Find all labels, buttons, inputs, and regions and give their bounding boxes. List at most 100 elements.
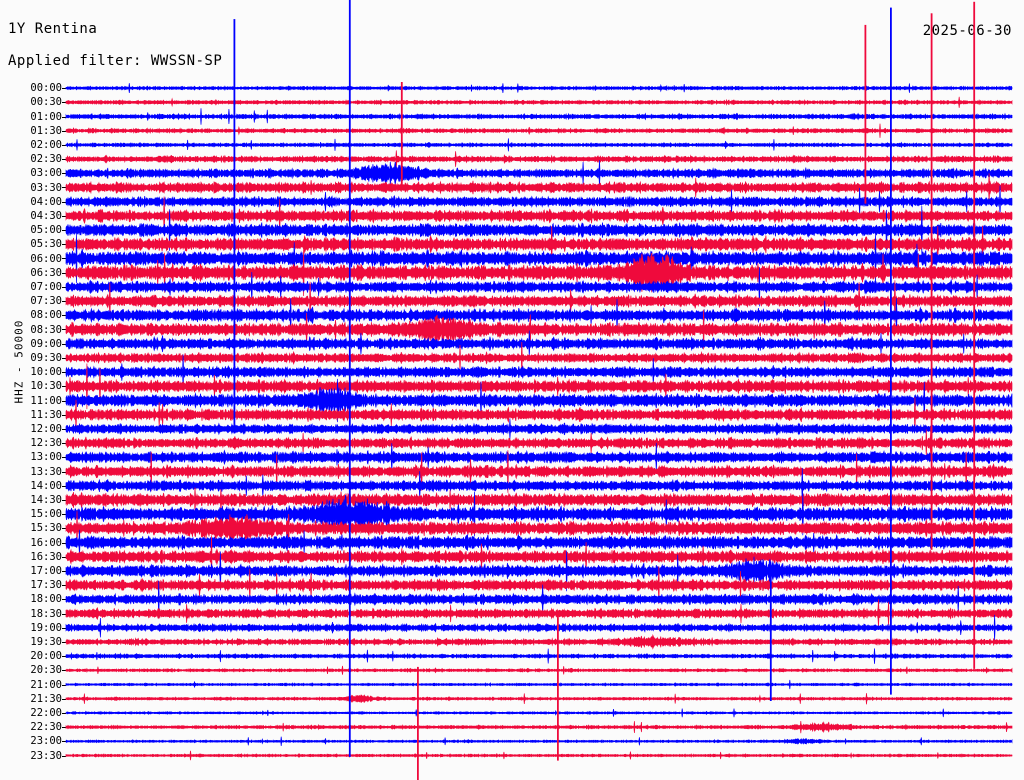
time-label: 14:00 bbox=[30, 479, 62, 492]
time-tick bbox=[62, 429, 66, 430]
trace-row bbox=[65, 529, 1013, 556]
time-label: 14:30 bbox=[30, 493, 62, 506]
trace-row bbox=[65, 363, 1013, 410]
time-tick bbox=[62, 443, 66, 444]
time-tick bbox=[62, 614, 66, 615]
time-tick bbox=[62, 372, 66, 373]
trace-row bbox=[65, 418, 1013, 440]
trace-row bbox=[65, 341, 1013, 374]
time-tick bbox=[62, 102, 66, 103]
time-tick bbox=[62, 117, 66, 118]
trace-row bbox=[65, 487, 1013, 513]
time-label: 00:00 bbox=[30, 82, 62, 95]
waveform-plot bbox=[65, 0, 1013, 780]
time-tick bbox=[62, 514, 66, 515]
time-tick bbox=[62, 230, 66, 231]
time-label: 09:30 bbox=[30, 351, 62, 364]
time-label: 15:30 bbox=[30, 522, 62, 535]
trace-row bbox=[65, 550, 1013, 592]
time-label: 21:30 bbox=[30, 692, 62, 705]
time-label: 02:30 bbox=[30, 153, 62, 166]
trace-row bbox=[65, 491, 1013, 537]
time-tick bbox=[62, 685, 66, 686]
time-label: 12:30 bbox=[30, 437, 62, 450]
time-label: 18:00 bbox=[30, 593, 62, 606]
time-label: 11:00 bbox=[30, 394, 62, 407]
time-label: 10:30 bbox=[30, 380, 62, 393]
clipped-spike bbox=[864, 24, 867, 204]
date-label: 2025-06-30 bbox=[922, 23, 1012, 39]
time-label: 05:30 bbox=[30, 238, 62, 251]
clipped-spike bbox=[890, 7, 892, 695]
trace-row bbox=[65, 309, 1013, 350]
time-tick bbox=[62, 585, 66, 586]
time-label: 17:00 bbox=[30, 564, 62, 577]
clipped-spike bbox=[557, 615, 559, 761]
trace-row bbox=[65, 96, 1013, 108]
trace-row bbox=[65, 720, 1013, 734]
time-tick bbox=[62, 145, 66, 146]
time-label: 02:00 bbox=[30, 138, 62, 151]
time-tick bbox=[62, 713, 66, 714]
time-tick bbox=[62, 642, 66, 643]
station-title: 1Y Rentina bbox=[8, 21, 98, 37]
clipped-spike bbox=[233, 19, 236, 434]
time-tick bbox=[62, 472, 66, 473]
time-label: 06:00 bbox=[30, 252, 62, 265]
trace-row bbox=[65, 467, 1013, 504]
time-label: 21:00 bbox=[30, 678, 62, 691]
trace-row bbox=[65, 185, 1013, 218]
time-label: 01:00 bbox=[30, 110, 62, 123]
time-tick bbox=[62, 670, 66, 671]
trace-row bbox=[65, 378, 1013, 423]
clipped-spike bbox=[348, 0, 351, 757]
time-label: 20:00 bbox=[30, 650, 62, 663]
time-label: 09:00 bbox=[30, 337, 62, 350]
trace-row bbox=[65, 160, 1013, 187]
time-label: 23:00 bbox=[30, 735, 62, 748]
time-tick bbox=[62, 599, 66, 600]
time-label: 06:30 bbox=[30, 266, 62, 279]
time-label: 08:00 bbox=[30, 309, 62, 322]
time-tick bbox=[62, 88, 66, 89]
time-label: 08:30 bbox=[30, 323, 62, 336]
trace-row bbox=[65, 196, 1013, 236]
trace-row bbox=[65, 280, 1013, 322]
clipped-spike bbox=[973, 1, 976, 669]
trace-row bbox=[65, 397, 1013, 433]
time-label: 11:30 bbox=[30, 408, 62, 421]
time-tick bbox=[62, 457, 66, 458]
time-label: 12:00 bbox=[30, 422, 62, 435]
time-label: 03:00 bbox=[30, 167, 62, 180]
filter-label: Applied filter: WWSSN-SP bbox=[8, 53, 223, 69]
time-label: 13:30 bbox=[30, 465, 62, 478]
trace-row bbox=[65, 225, 1013, 264]
time-tick bbox=[62, 415, 66, 416]
trace-row bbox=[65, 750, 1013, 761]
trace-row bbox=[65, 330, 1013, 357]
trace-row bbox=[65, 298, 1013, 333]
waveform-svg bbox=[65, 0, 1013, 780]
time-label: 00:30 bbox=[30, 96, 62, 109]
trace-row bbox=[65, 249, 1013, 297]
time-tick bbox=[62, 727, 66, 728]
trace-row bbox=[65, 123, 1013, 138]
time-tick bbox=[62, 258, 66, 259]
trace-row bbox=[65, 566, 1013, 605]
trace-row bbox=[65, 150, 1013, 168]
time-tick bbox=[62, 202, 66, 203]
trace-row bbox=[65, 354, 1013, 390]
time-tick bbox=[62, 244, 66, 245]
trace-row bbox=[65, 426, 1013, 460]
time-tick bbox=[62, 159, 66, 160]
trace-row bbox=[65, 736, 1013, 746]
time-tick bbox=[62, 571, 66, 572]
time-tick bbox=[62, 173, 66, 174]
time-label: 16:30 bbox=[30, 550, 62, 563]
time-tick bbox=[62, 344, 66, 345]
trace-row bbox=[65, 233, 1013, 284]
time-tick bbox=[62, 329, 66, 330]
time-label: 04:30 bbox=[30, 209, 62, 222]
trace-row bbox=[65, 693, 1013, 705]
